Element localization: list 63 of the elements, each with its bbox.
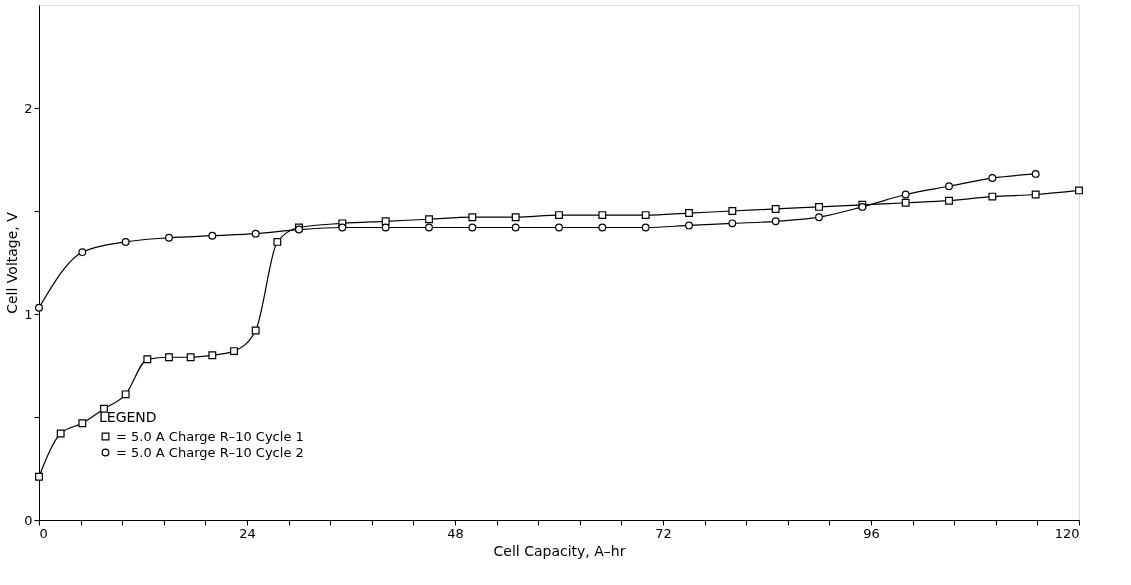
point [165,353,173,362]
y-axis-title: Cell Voltage, V [4,211,21,314]
x-tick-label: 72 [655,525,672,541]
point [78,248,87,257]
point [273,237,282,246]
point [815,202,823,211]
point [1075,186,1083,195]
point [728,207,737,215]
point [1031,190,1040,199]
point [685,209,693,218]
legend-title: LEGEND [99,409,157,425]
point [165,233,173,242]
point [901,190,910,199]
x-tick-label: 96 [863,525,880,541]
point [186,353,195,362]
point [56,429,65,438]
point [143,355,152,364]
point [381,217,390,226]
point [208,351,217,360]
point [425,223,433,232]
point [945,196,953,205]
x-tick-label: 120 [1054,525,1080,541]
point [208,231,217,240]
point [685,221,693,230]
point [771,204,780,213]
point [598,211,607,220]
point [35,472,43,481]
point [598,223,607,232]
point [251,326,260,335]
point [771,217,780,226]
point [988,174,997,182]
point [945,182,953,191]
point [121,390,130,399]
point [555,223,563,232]
point [230,347,238,356]
point [641,211,650,220]
y-tick-label: 2 [24,100,33,116]
legend-label: = 5.0 A Charge R–10 Cycle 2 [116,444,304,460]
point [468,213,477,222]
point [815,213,823,222]
point [641,223,650,232]
point [901,198,910,207]
point [555,211,563,220]
point [338,223,347,232]
x-tick-label: 24 [239,525,256,541]
point [78,419,87,428]
point [728,219,737,228]
legend-label: = 5.0 A Charge R–10 Cycle 1 [116,428,304,444]
x-tick-label: 0 [39,525,48,541]
point [425,215,433,224]
point [251,229,260,238]
point [988,192,997,201]
point [1031,169,1040,178]
point [381,223,390,232]
y-tick-label: 1 [24,306,33,322]
point [468,223,477,232]
y-tick-label: 0 [24,512,33,528]
point [121,237,130,246]
point [511,213,520,222]
x-tick-label: 48 [447,525,464,541]
x-axis-title: Cell Capacity, A–hr [493,542,626,559]
point [35,303,43,312]
point [511,223,520,232]
